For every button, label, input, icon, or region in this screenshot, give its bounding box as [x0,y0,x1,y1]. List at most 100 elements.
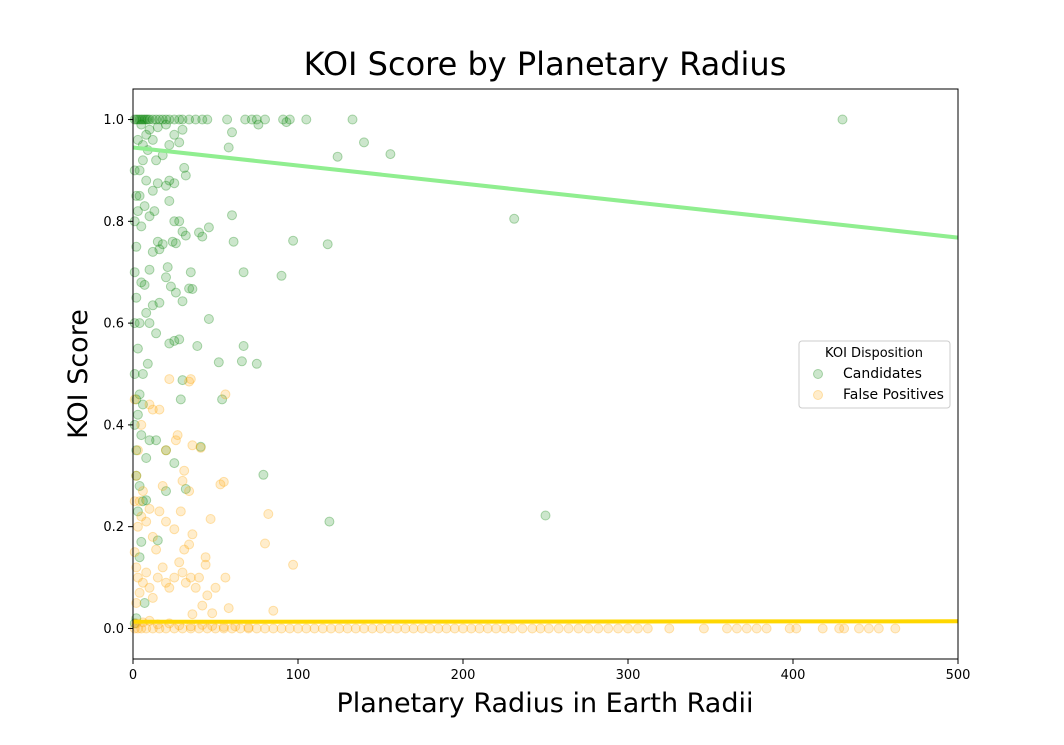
candidate-point [161,272,171,283]
false-positive-point [416,623,427,634]
false-positive-point [873,623,884,634]
false-positive-point [136,623,147,634]
false-positive-point [425,623,435,634]
false-positive-point [131,562,142,573]
false-positive-point [185,374,196,385]
false-positive-point [698,623,709,634]
candidate-point [136,221,147,232]
candidate-point [238,267,249,278]
false-positive-point [218,623,229,634]
candidate-point [540,510,551,521]
candidate-point [322,239,333,250]
candidate-point [169,178,180,189]
candidate-point [169,216,180,227]
candidate-point [236,356,247,367]
false-positive-point [350,623,361,634]
candidate-point [184,114,195,125]
candidate-point [151,114,162,125]
candidate-point [177,114,188,125]
x-axis-ticks: 0 100 200 300 400 500 [129,659,970,683]
false-positive-point [197,600,208,611]
candidate-point [175,394,186,405]
false-positive-point [161,445,171,456]
false-positive-point [184,486,195,497]
false-positive-point [839,623,850,634]
false-positive-point [458,623,468,634]
false-positive-point [179,544,190,555]
false-positive-point [288,559,299,570]
candidate-point [180,230,191,241]
candidate-point [131,292,142,303]
false-positive-point [309,623,320,634]
candidate-point [324,516,335,527]
plot-frame [132,88,959,660]
false-positive-point [141,516,152,527]
false-positive-point [141,567,152,578]
false-positive-point [129,496,140,507]
false-positive-point [129,547,140,558]
candidate-point [136,430,147,441]
false-positive-point [187,529,198,540]
false-positive-point [527,623,538,634]
false-positive-point [227,623,237,634]
candidate-point [190,114,201,125]
false-positive-point [235,623,246,634]
false-positive-point [136,419,147,430]
candidate-point [184,283,195,294]
candidate-point [246,114,257,125]
candidate-point [157,239,168,250]
false-positive-point [134,496,145,507]
false-positive-point [834,623,845,634]
false-positive-point [185,623,196,634]
y-tick-label: 1.0 [103,113,124,128]
candidate-point [240,114,251,125]
false-positive-point [664,623,675,634]
candidate-point [151,155,162,166]
candidate-point [164,140,175,150]
false-positive-point [751,623,762,634]
false-positive-point [220,572,231,583]
false-positive-point [161,623,171,634]
candidate-point [169,129,180,140]
candidate-point [187,284,198,294]
candidate-point [167,236,178,247]
false-positive-point [177,623,188,634]
false-positive-point [613,623,624,634]
false-positive-point [161,516,171,527]
candidate-point [129,267,140,278]
fit-lines-layer [132,145,959,624]
candidate-point [137,369,148,379]
false-positive-point [466,623,477,634]
false-positive-point [623,623,633,634]
false-positive-point [854,623,864,634]
candidate-point [141,114,152,125]
false-positive-point [147,531,158,542]
false-positive-point [326,623,336,634]
false-positive-point [491,623,501,634]
false-positive-point [169,524,180,535]
candidate-point [136,114,147,125]
false-positive-point [151,544,162,555]
candidate-point [837,114,848,125]
false-positive-point [131,598,142,608]
false-positive-point [223,603,234,614]
candidate-point [164,175,175,186]
legend-box [798,340,951,409]
candidate-point [258,469,269,480]
false-positive-point [161,577,171,588]
false-positive-point [334,623,345,634]
candidate-point [347,114,358,125]
x-tick-label: 200 [451,668,476,683]
candidate-point [132,343,143,354]
candidate-point [154,244,165,255]
false-positive-point [200,552,211,563]
candidate-point [131,241,142,252]
false-positive-point [817,623,828,634]
false-positive-point [177,475,188,486]
candidate-point [134,165,145,176]
candidate-point [195,441,206,452]
false-positive-point [152,572,163,583]
candidate-point [152,236,163,247]
false-positive-point [157,481,168,491]
